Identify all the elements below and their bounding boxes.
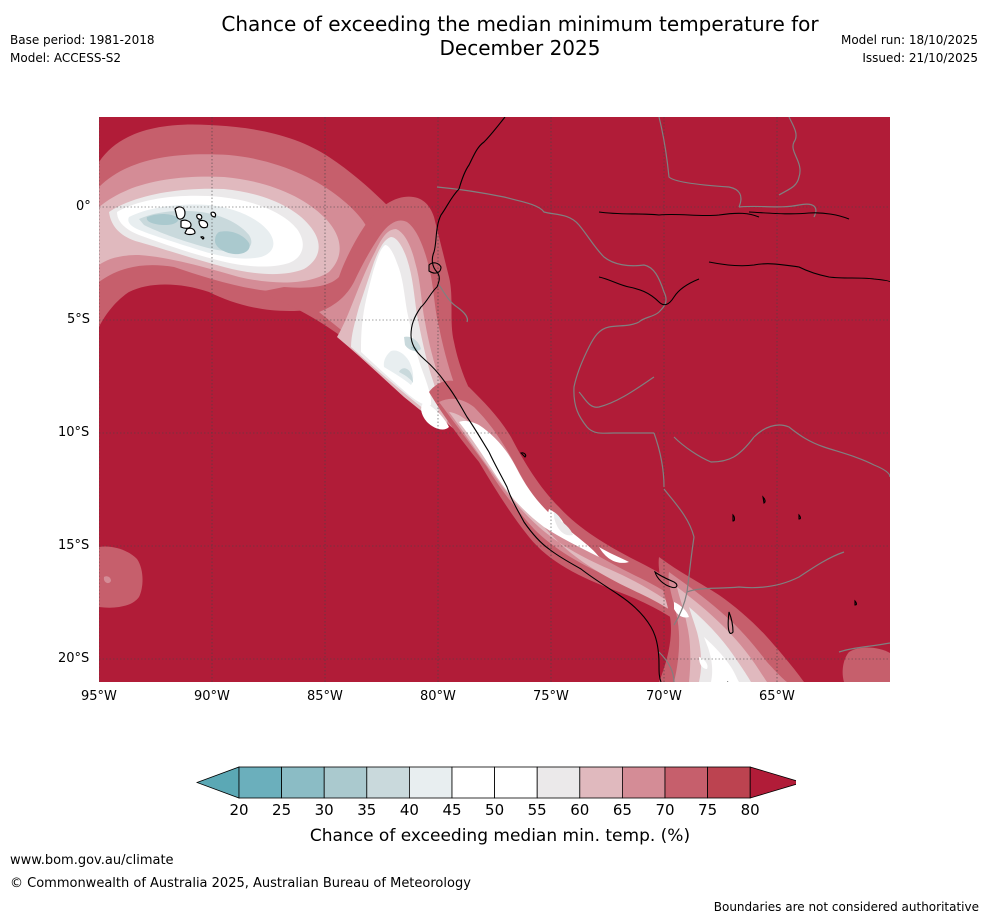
lon-tick-90w: 90°W (194, 689, 230, 704)
copyright-text: © Commonwealth of Australia 2025, Austra… (10, 876, 471, 891)
colorbar-label: 75 (698, 801, 718, 819)
colorbar-label: 35 (357, 801, 377, 819)
colorbar-arrow-low (196, 766, 240, 799)
lat-tick-15s: 15°S (58, 538, 90, 553)
colorbar-label: 30 (314, 801, 334, 819)
lon-tick-70w: 70°W (646, 689, 682, 704)
model-run-text: Model run: 18/10/2025 (840, 33, 978, 47)
disclaimer-text: Boundaries are not considered authoritat… (713, 900, 979, 914)
colorbar-label: 65 (612, 801, 632, 819)
colorbar-cell (579, 766, 623, 799)
lat-tick-5s: 5°S (67, 312, 91, 327)
colorbar-label: 60 (570, 801, 590, 819)
colorbar-cell (281, 766, 325, 799)
colorbar-label: 70 (655, 801, 675, 819)
colorbar-cell (707, 766, 751, 799)
base-period-text: Base period: 1981-2018 (10, 33, 155, 47)
model-text: Model: ACCESS-S2 (10, 51, 122, 65)
map-title-line1: Chance of exceeding the median minimum t… (221, 12, 819, 36)
colorbar-cell (494, 766, 538, 799)
lon-tick-65w: 65°W (759, 689, 795, 704)
colorbar-title: Chance of exceeding median min. temp. (%… (309, 826, 691, 846)
colorbar-cell (366, 766, 410, 799)
lon-tick-75w: 75°W (533, 689, 569, 704)
colorbar-cell (664, 766, 708, 799)
colorbar-cell (238, 766, 282, 799)
colorbar-label: 25 (272, 801, 292, 819)
lat-tick-20s: 20°S (58, 651, 90, 666)
issued-text: Issued: 21/10/2025 (862, 51, 978, 65)
colorbar-cell (323, 766, 368, 799)
lon-tick-80w: 80°W (420, 689, 456, 704)
colorbar-label: 40 (399, 801, 419, 819)
colorbar-label: 45 (442, 801, 462, 819)
galapagos-anomaly (99, 124, 423, 327)
lon-tick-95w: 95°W (81, 689, 117, 704)
south-east-patch (842, 647, 890, 682)
lat-tick-0: 0° (76, 199, 91, 214)
coastline (410, 117, 890, 682)
colorbar-label: 20 (229, 801, 249, 819)
colorbar-cell (536, 766, 581, 799)
colorbar-cell (621, 766, 666, 799)
colorbar-arrow-high (749, 766, 796, 799)
colorbar-label: 50 (485, 801, 505, 819)
lat-tick-10s: 10°S (58, 425, 90, 440)
map-title: Chance of exceeding the median minimum t… (0, 12, 988, 60)
colorbar (196, 766, 796, 799)
map-title-line2: December 2025 (439, 36, 601, 60)
south-west-patch (99, 546, 143, 608)
country-borders (436, 117, 890, 682)
lon-tick-85w: 85°W (307, 689, 343, 704)
website-link[interactable]: www.bom.gov.au/climate (10, 853, 174, 868)
colorbar-label: 55 (527, 801, 547, 819)
colorbar-label: 80 (740, 801, 760, 819)
colorbar-cell (408, 766, 453, 799)
probability-map (99, 117, 890, 682)
colorbar-cell (451, 766, 495, 799)
